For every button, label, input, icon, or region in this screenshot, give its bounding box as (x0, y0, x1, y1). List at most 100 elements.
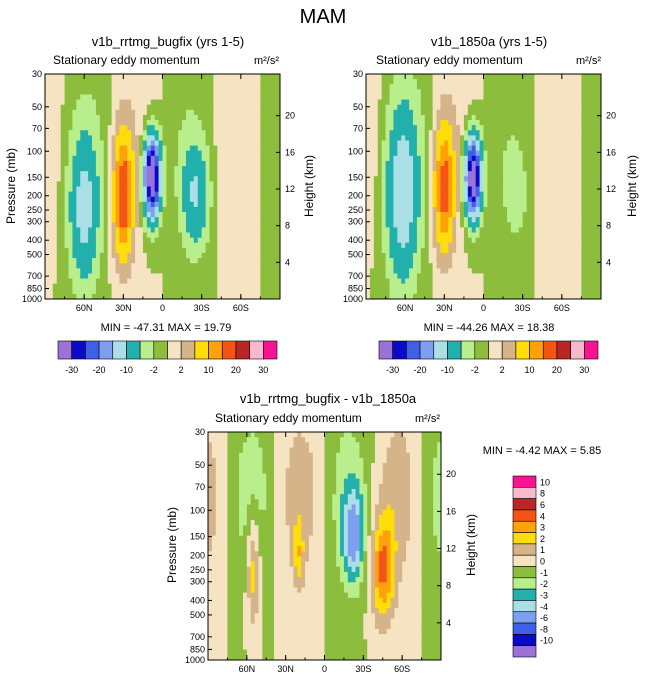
heatmap-cell (80, 120, 85, 126)
heatmap-cell (542, 237, 547, 244)
heatmap-cell (142, 140, 148, 146)
heatmap-cell (510, 114, 516, 121)
heatmap-cell (178, 171, 183, 177)
heatmap-cell (381, 201, 386, 208)
heatmap-cell (460, 140, 465, 146)
heatmap-cell (460, 247, 465, 254)
heatmap-cell (565, 237, 571, 244)
heatmap-cell (518, 263, 524, 269)
heatmap-cell (463, 181, 469, 187)
heatmap-cell (186, 278, 191, 285)
heatmap-cell (174, 150, 179, 157)
heatmap-cell (518, 140, 524, 146)
heatmap-cell (146, 191, 152, 198)
heatmap-cell (565, 155, 571, 162)
heatmap-cell (561, 242, 567, 249)
heatmap-cell (80, 191, 85, 198)
heatmap-cell (397, 99, 402, 106)
heatmap-cell (416, 160, 422, 167)
heatmap-cell (45, 227, 50, 233)
heatmap-cell (577, 120, 582, 126)
heatmap-cell (479, 263, 484, 269)
heatmap-cell (150, 268, 156, 274)
heatmap-cell (479, 191, 484, 198)
heatmap-cell (577, 140, 582, 146)
heatmap-cell (103, 135, 109, 141)
heatmap-cell (56, 191, 62, 198)
heatmap-cell (385, 99, 390, 106)
heatmap-cell (581, 130, 586, 136)
heatmap-cell (420, 135, 426, 141)
heatmap-cell (146, 278, 152, 285)
heatmap-cell (154, 196, 159, 203)
heatmap-cell (507, 232, 512, 239)
heatmap-cell (95, 135, 101, 141)
heatmap-cell (499, 140, 504, 146)
heatmap-cell (154, 171, 159, 177)
heatmap-cell (244, 206, 250, 213)
heatmap-cell (565, 181, 571, 187)
heatmap-cell (56, 201, 62, 208)
y-right-tick-label: 16 (285, 147, 295, 157)
heatmap-cell (76, 155, 81, 162)
heatmap-cell (538, 79, 543, 85)
heatmap-cell (471, 84, 477, 90)
heatmap-cell (385, 160, 390, 167)
heatmap-cell (487, 217, 492, 223)
heatmap-cell (565, 176, 571, 182)
heatmap-cell (174, 155, 179, 162)
heatmap-cell (264, 196, 269, 203)
heatmap-cell (495, 89, 500, 95)
heatmap-cell (150, 263, 156, 269)
heatmap-cell (514, 99, 520, 106)
heatmap-cell (369, 237, 375, 244)
heatmap-cell (158, 186, 163, 193)
heatmap-cell (225, 212, 230, 218)
heatmap-cell (221, 232, 226, 239)
heatmap-cell (193, 74, 199, 80)
heatmap-cell (92, 222, 97, 228)
heatmap-cell (554, 171, 559, 177)
heatmap-cell (95, 201, 101, 208)
heatmap-cell (95, 288, 101, 295)
heatmap-cell (444, 99, 449, 106)
heatmap-cell (197, 263, 203, 269)
heatmap-cell (95, 125, 101, 131)
heatmap-cell (248, 273, 253, 279)
heatmap-cell (424, 201, 430, 208)
heatmap-cell (197, 109, 203, 116)
heatmap-cell (115, 273, 120, 279)
heatmap-cell (209, 278, 214, 285)
heatmap-cell (507, 109, 512, 116)
heatmap-cell (448, 206, 453, 213)
heatmap-cell (221, 150, 226, 157)
heatmap-cell (542, 181, 547, 187)
heatmap-cell (460, 166, 465, 172)
heatmap-cell (526, 252, 531, 259)
heatmap-cell (197, 166, 203, 172)
heatmap-cell (561, 109, 567, 116)
heatmap-cell (534, 104, 539, 111)
heatmap-cell (483, 196, 488, 203)
heatmap-cell (139, 155, 144, 162)
heatmap-cell (150, 222, 156, 228)
heatmap-cell (444, 125, 449, 131)
heatmap-cell (213, 130, 218, 136)
heatmap-cell (440, 232, 445, 239)
heatmap-cell (373, 196, 379, 203)
heatmap-cell (107, 273, 112, 279)
heatmap-cell (186, 283, 191, 290)
heatmap-cell (432, 247, 437, 254)
heatmap-cell (127, 79, 132, 85)
heatmap-cell (373, 263, 379, 269)
heatmap-cell (577, 196, 582, 203)
heatmap-cell (530, 114, 535, 121)
heatmap-cell (88, 94, 93, 100)
heatmap-cell (514, 201, 520, 208)
heatmap-cell (186, 263, 191, 269)
heatmap-cell (135, 104, 140, 111)
heatmap-cell (546, 212, 551, 218)
heatmap-cell (80, 160, 85, 167)
heatmap-cell (80, 155, 85, 162)
heatmap-cell (76, 237, 81, 244)
